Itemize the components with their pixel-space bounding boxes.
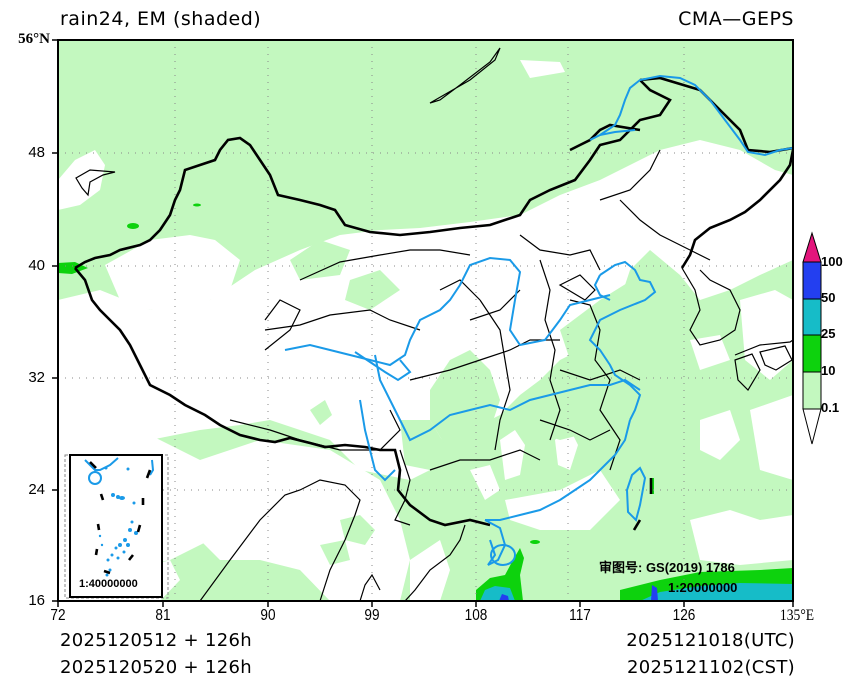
valid-time-utc: 2025121018(UTC): [626, 630, 795, 651]
x-label-81: 81: [155, 607, 171, 624]
x-label-108: 108: [464, 607, 488, 624]
colorbar-label-50: 50: [821, 290, 836, 305]
map-plot-area: [58, 40, 793, 601]
colorbar-swatch-10-25: [802, 334, 822, 373]
y-label-48: 48: [28, 144, 45, 161]
y-label-16: 16: [28, 592, 45, 609]
colorbar-swatch-lt0.1: [802, 408, 822, 445]
colorbar-swatch-gt100: [802, 231, 822, 263]
y-label-24: 24: [28, 481, 45, 498]
valid-time-cst: 2025121102(CST): [626, 657, 795, 678]
colorbar-label-100: 100: [821, 254, 843, 269]
lat-lon-grid: [58, 40, 793, 601]
map-title: rain24, EM (shaded): [60, 8, 262, 30]
colorbar-label-25: 25: [821, 326, 836, 341]
maritime-boundary-dashes: [632, 478, 653, 531]
init-time-utc: 2025120512 + 126h: [60, 630, 252, 651]
model-name: CMA—GEPS: [678, 8, 794, 30]
rain-shading-50-100: [499, 585, 658, 601]
y-label-32: 32: [28, 369, 45, 386]
main-scale-label: 1:20000000: [668, 580, 738, 595]
x-label-126: 126: [672, 607, 696, 624]
colorbar-swatch-0.1-10: [802, 371, 822, 410]
colorbar-label-0.1: 0.1: [821, 400, 840, 415]
axis-ticks: [52, 39, 794, 607]
colorbar-swatch-50-100: [802, 261, 822, 300]
x-label-117: 117: [569, 607, 591, 624]
y-label-56: 56°N: [18, 31, 50, 47]
inset-scale-label: 1:40000000: [79, 578, 138, 590]
country-province-borders: [75, 47, 793, 601]
rain-shading-light-pockets: [230, 240, 660, 601]
colorbar: [802, 231, 822, 445]
x-label-135: 135°E: [779, 607, 815, 624]
south-china-sea-inset: [64, 454, 169, 599]
colorbar-label-10: 10: [821, 363, 836, 378]
init-time-cst: 2025120520 + 126h: [60, 657, 252, 678]
colorbar-swatch-25-50: [802, 298, 822, 336]
map-approval-number: 审图号: GS(2019) 1786: [599, 560, 735, 575]
y-label-40: 40: [28, 257, 45, 274]
china-national-boundary: [74, 76, 793, 527]
x-label-72: 72: [50, 607, 66, 624]
rivers-and-coast: [284, 74, 793, 566]
plot-frame: [57, 39, 794, 602]
x-label-90: 90: [260, 607, 276, 624]
x-label-99: 99: [364, 607, 380, 624]
